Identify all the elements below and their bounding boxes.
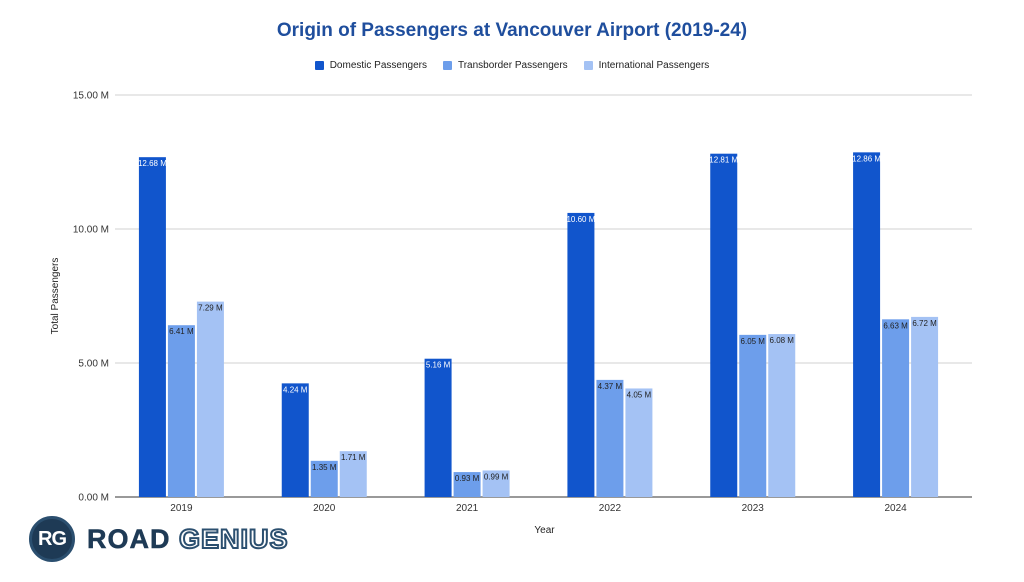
bar — [281, 383, 309, 497]
legend-label: Domestic Passengers — [329, 60, 427, 71]
bar-data-label: 6.08 M — [770, 336, 795, 345]
legend-swatch — [442, 61, 452, 70]
legend-label: Transborder Passengers — [457, 60, 568, 71]
bar-data-label: 12.81 M — [709, 156, 738, 165]
bar — [138, 157, 166, 497]
bar — [167, 325, 195, 497]
legend-label: International Passengers — [598, 60, 710, 71]
chart-title: Origin of Passengers at Vancouver Airpor… — [276, 20, 748, 41]
bar-data-label: 1.71 M — [341, 453, 366, 462]
bar-data-label: 5.16 M — [426, 361, 451, 370]
bar-data-label: 12.68 M — [138, 159, 167, 168]
y-axis-title: Total Passengers — [50, 258, 61, 335]
bar — [339, 451, 367, 497]
bar-data-label: 6.72 M — [912, 319, 937, 328]
road-genius-logo: RG ROAD GENIUS — [29, 516, 289, 562]
x-tick-label: 2019 — [170, 503, 193, 514]
bar-data-label: 4.37 M — [598, 382, 623, 391]
chart-legend: Domestic Passengers Transborder Passenger… — [0, 60, 1024, 71]
legend-swatch — [583, 61, 593, 70]
bar-data-label: 0.99 M — [484, 472, 509, 481]
x-tick-label: 2021 — [456, 503, 479, 514]
y-tick-label: 0.00 M — [78, 493, 109, 504]
x-tick-label: 2024 — [884, 503, 907, 514]
legend-item: Domestic Passengers — [314, 60, 427, 71]
bar-data-label: 10.60 M — [566, 215, 595, 224]
bar-data-label: 4.05 M — [627, 390, 652, 399]
bar-data-label: 6.63 M — [883, 321, 908, 330]
logo-word-road: ROAD — [87, 523, 171, 554]
bar — [482, 470, 510, 497]
bar — [710, 153, 738, 497]
y-tick-label: 10.00 M — [73, 225, 109, 236]
bar-data-label: 12.86 M — [852, 154, 881, 163]
x-tick-label: 2023 — [742, 503, 765, 514]
bar — [768, 334, 796, 497]
bar-data-label: 0.93 M — [455, 474, 480, 483]
bar — [625, 388, 653, 497]
logo-wordmark: ROAD GENIUS — [87, 523, 289, 555]
bar-data-label: 6.05 M — [741, 337, 766, 346]
logo-badge-icon: RG — [29, 516, 75, 562]
bar — [196, 301, 224, 497]
bar — [739, 334, 767, 497]
bar — [567, 212, 595, 498]
logo-badge-text: RG — [38, 528, 67, 550]
bar-data-label: 4.24 M — [283, 385, 308, 394]
legend-swatch — [314, 61, 324, 70]
bar — [596, 379, 624, 497]
logo-word-genius: GENIUS — [178, 523, 289, 555]
y-tick-label: 15.00 M — [73, 91, 109, 102]
bar — [310, 460, 338, 497]
bar — [424, 358, 452, 497]
x-axis-title: Year — [534, 525, 555, 536]
bar — [453, 472, 481, 497]
x-tick-label: 2020 — [313, 503, 336, 514]
x-tick-label: 2022 — [599, 503, 622, 514]
y-tick-label: 5.00 M — [78, 359, 109, 370]
bar — [911, 316, 939, 497]
bar-data-label: 1.35 M — [312, 463, 337, 472]
bar — [882, 319, 910, 497]
legend-item: International Passengers — [583, 60, 710, 71]
bar-data-label: 7.29 M — [198, 304, 223, 313]
legend-item: Transborder Passengers — [442, 60, 568, 71]
bar-data-label: 6.41 M — [169, 327, 194, 336]
bar — [853, 152, 881, 498]
